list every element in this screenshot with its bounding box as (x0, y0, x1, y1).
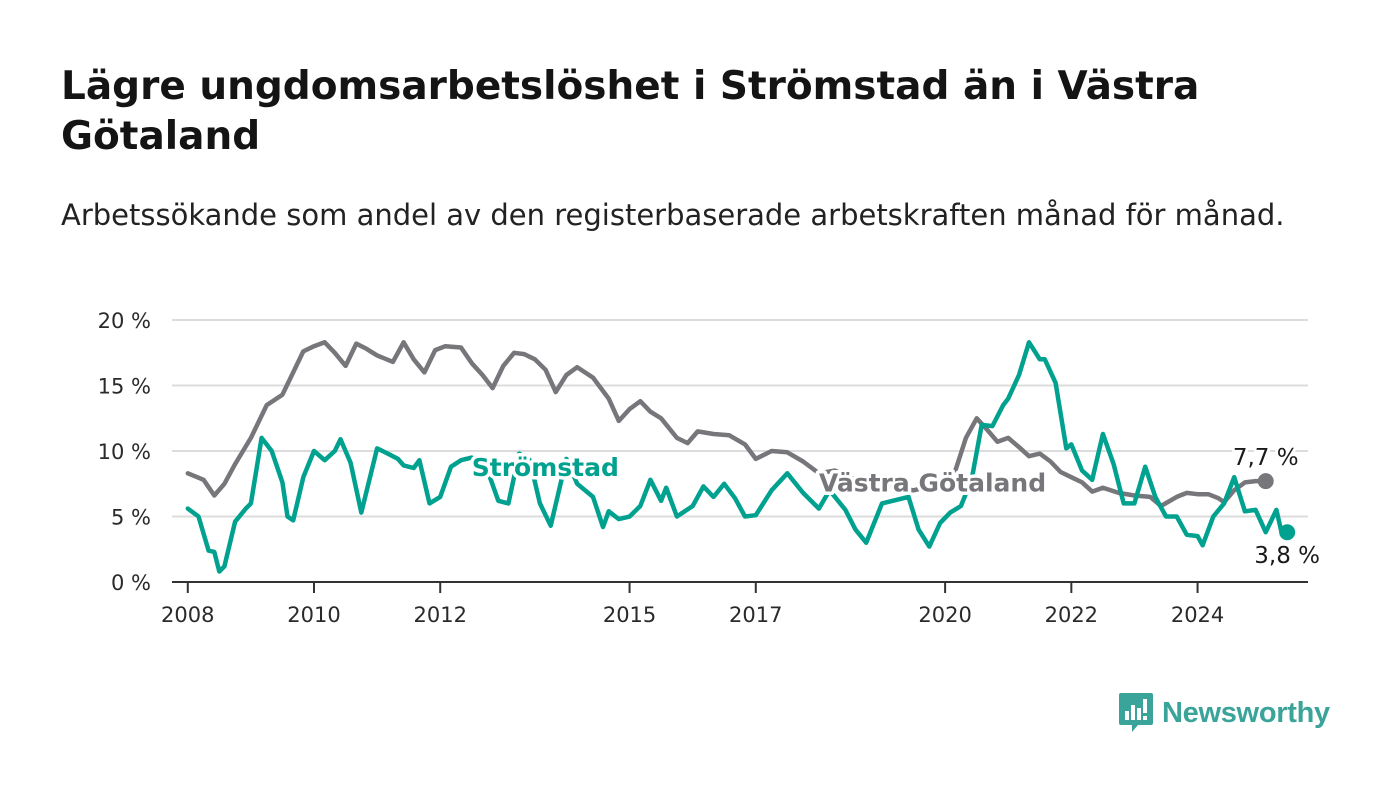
y-tick-label: 10 % (98, 440, 151, 464)
x-tick-label: 2010 (287, 603, 340, 627)
series-line-0 (185, 340, 1268, 509)
x-tick-label: 2008 (161, 603, 214, 627)
x-axis: 2008 2010 2012 2015 2017 2020 2022 2024 (161, 581, 1308, 627)
chart-title: Lägre ungdomsarbetslöshet i Strömstad än… (61, 64, 1200, 159)
series-name-label: Västra Götaland (819, 469, 1046, 498)
y-axis-ticks: 0 % 5 % 10 % 15 % 20 % (98, 309, 151, 595)
x-tick-label: 2022 (1045, 603, 1098, 627)
newsworthy-logo: Newsworthy (1118, 691, 1330, 735)
x-tick-label: 2017 (729, 603, 782, 627)
x-tick-label: 2020 (918, 603, 971, 627)
end-value-label: 3,8 % (1254, 543, 1320, 569)
series-line-1 (185, 340, 1290, 574)
brand-name: Newsworthy (1162, 696, 1330, 729)
chart-subtitle: Arbetssökande som andel av den registerb… (61, 198, 1285, 232)
y-tick-label: 0 % (111, 571, 151, 595)
series-name-label: Strömstad (472, 453, 619, 482)
y-tick-label: 15 % (98, 375, 151, 399)
newsworthy-logo-icon (1119, 693, 1153, 732)
x-tick-label: 2012 (413, 603, 466, 627)
series-labels: Strömstad Västra Götaland 7,7 % 3,8 % (468, 442, 1323, 572)
grid-lines (172, 319, 1308, 518)
series-end-dot-0 (1257, 473, 1274, 490)
end-value-label: 7,7 % (1233, 445, 1299, 471)
y-tick-label: 5 % (111, 506, 151, 530)
series-lines (185, 340, 1296, 574)
x-tick-label: 2024 (1171, 603, 1224, 627)
y-tick-label: 20 % (98, 309, 151, 333)
x-tick-label: 2015 (603, 603, 656, 627)
series-end-dot-1 (1279, 524, 1296, 541)
